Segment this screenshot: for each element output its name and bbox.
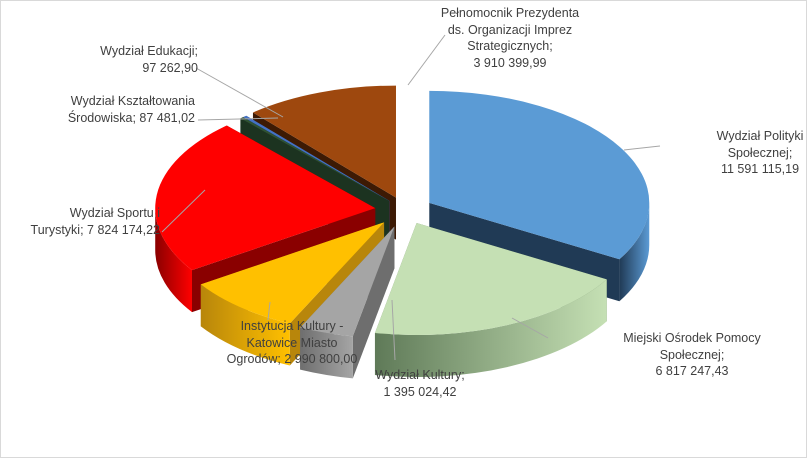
data-label-line: Wydział Kultury; bbox=[375, 368, 465, 382]
data-label-line: 6 817 247,43 bbox=[655, 364, 729, 378]
slice-top-wydzia-sportu-i-turystyki bbox=[155, 125, 376, 271]
leader-line-1 bbox=[511, 317, 549, 339]
data-label-line: ds. Organizacji Imprez bbox=[447, 22, 573, 37]
data-label-line: 3 910 399,99 bbox=[473, 55, 547, 70]
data-label-line: Miejski Ośrodek Pomocy bbox=[623, 331, 761, 345]
data-label-line: Pełnomocnik Prezydenta bbox=[440, 6, 580, 20]
data-label-line: Ogrodów; 2 990 800,00 bbox=[226, 352, 358, 366]
slice-top-pe-nomocnik-prezydenta-ds-organizacji-imprez-strategicznych bbox=[252, 85, 396, 198]
slice-top-instytucja-kultury-katowice-miasto-ogrod-w bbox=[200, 222, 385, 324]
data-label-1: Miejski Ośrodek Pomocy Społecznej; 6 817 2… bbox=[607, 330, 777, 380]
leader-line-4 bbox=[161, 189, 206, 233]
data-label-2: Wydział Kultury; 1 395 024,42 bbox=[345, 367, 495, 400]
data-label-line: Wydział Polityki bbox=[716, 129, 804, 143]
data-label-line: Katowice Miasto bbox=[246, 335, 338, 350]
data-label-line: Środowiska; 87 481,02 bbox=[67, 110, 195, 125]
slice-top-wydzia-polityki-spo-ecznej bbox=[429, 90, 650, 260]
slice-top-miejski-o-rodek-pomocy-spo-ecznej bbox=[374, 222, 607, 335]
data-label-4: Wydział Sportu i Turystyki; 7 824 174,22 bbox=[10, 205, 160, 238]
slice-top-wydzia-edukacji bbox=[243, 115, 390, 201]
leader-line-5 bbox=[197, 117, 279, 121]
data-label-line: 97 262,90 bbox=[142, 60, 198, 75]
data-label-0: Wydział Polityki Społecznej; 11 591 115,19 bbox=[675, 128, 807, 178]
data-label-line: Wydział Kształtowania bbox=[70, 94, 195, 108]
slice-wall-wydzia-polityki-spo-ecznej bbox=[619, 202, 650, 302]
data-label-5: Wydział Kształtowania Środowiska; 87 481,… bbox=[30, 93, 195, 126]
leader-line-7 bbox=[407, 34, 446, 86]
data-label-6: Wydział Edukacji; 97 262,90 bbox=[38, 43, 198, 76]
data-label-line: Instytucja Kultury - bbox=[240, 319, 344, 333]
data-label-line: Społecznej; bbox=[659, 347, 725, 362]
slice-wall-miejski-o-rodek-pomocy-spo-ecznej bbox=[374, 279, 607, 377]
data-label-line: 1 395 024,42 bbox=[383, 384, 457, 399]
data-label-line: Turystyki; 7 824 174,22 bbox=[30, 222, 160, 237]
leader-line-2 bbox=[391, 299, 396, 361]
data-label-line: Wydział Sportu i bbox=[69, 206, 160, 220]
data-label-line: 11 591 115,19 bbox=[720, 162, 800, 176]
slice-wall-instytucja-kultury-katowice-miasto-ogrod-w bbox=[200, 284, 290, 366]
slice-wall-wydzia-sportu-i-turystyki bbox=[155, 208, 193, 313]
data-label-line: Społecznej; bbox=[727, 145, 793, 160]
slice-top-wydzia-kszta-towania-rodowiska bbox=[240, 117, 389, 201]
data-label-7: Pełnomocnik Prezydenta ds. Organizacji Im… bbox=[420, 5, 600, 71]
data-label-3: Instytucja Kultury - Katowice Miasto Ogrod… bbox=[207, 318, 377, 368]
data-label-line: Wydział Edukacji; bbox=[100, 44, 198, 58]
leader-line-3 bbox=[267, 301, 271, 321]
data-label-line: Strategicznych; bbox=[467, 39, 553, 53]
slice-top-wydzia-kultury bbox=[300, 226, 395, 337]
slice-wall-wydzia-kultury bbox=[300, 327, 353, 379]
leader-line-6 bbox=[195, 67, 284, 118]
leader-line-0 bbox=[623, 145, 661, 151]
